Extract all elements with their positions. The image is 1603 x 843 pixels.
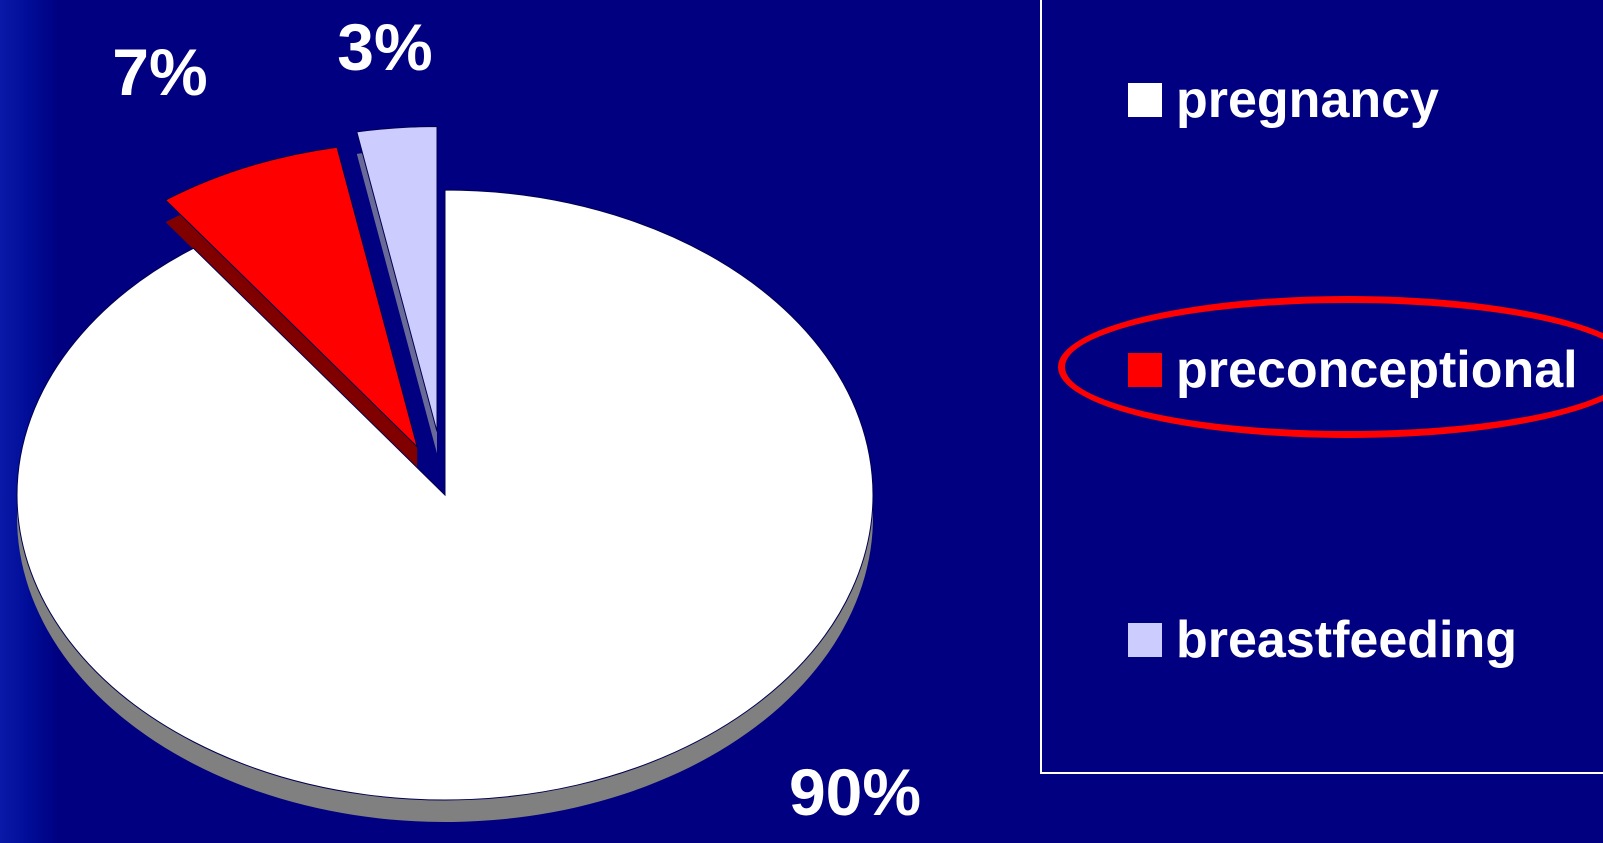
- pie-data-labels: 90% 7% 3%: [112, 10, 921, 829]
- legend-swatch-pregnancy: [1128, 83, 1162, 117]
- data-label-breastfeeding: 3%: [337, 10, 432, 84]
- pie-tops: [16, 126, 874, 801]
- legend-item-breastfeeding: breastfeeding: [1128, 610, 1517, 670]
- pie-slice-preconceptional: [164, 146, 419, 449]
- data-label-pregnancy: 90%: [789, 755, 921, 829]
- highlight-ellipse: [1058, 296, 1603, 438]
- legend-swatch-breastfeeding: [1128, 623, 1162, 657]
- pie-slice-side-preconceptional: [165, 147, 418, 469]
- data-label-preconceptional: 7%: [112, 35, 207, 109]
- legend-item-pregnancy: pregnancy: [1128, 70, 1439, 130]
- pie-slice-pregnancy: [16, 189, 874, 801]
- legend-label-pregnancy: pregnancy: [1176, 71, 1439, 129]
- legend-label-breastfeeding: breastfeeding: [1176, 611, 1517, 669]
- pie-slice-breastfeeding: [356, 126, 438, 432]
